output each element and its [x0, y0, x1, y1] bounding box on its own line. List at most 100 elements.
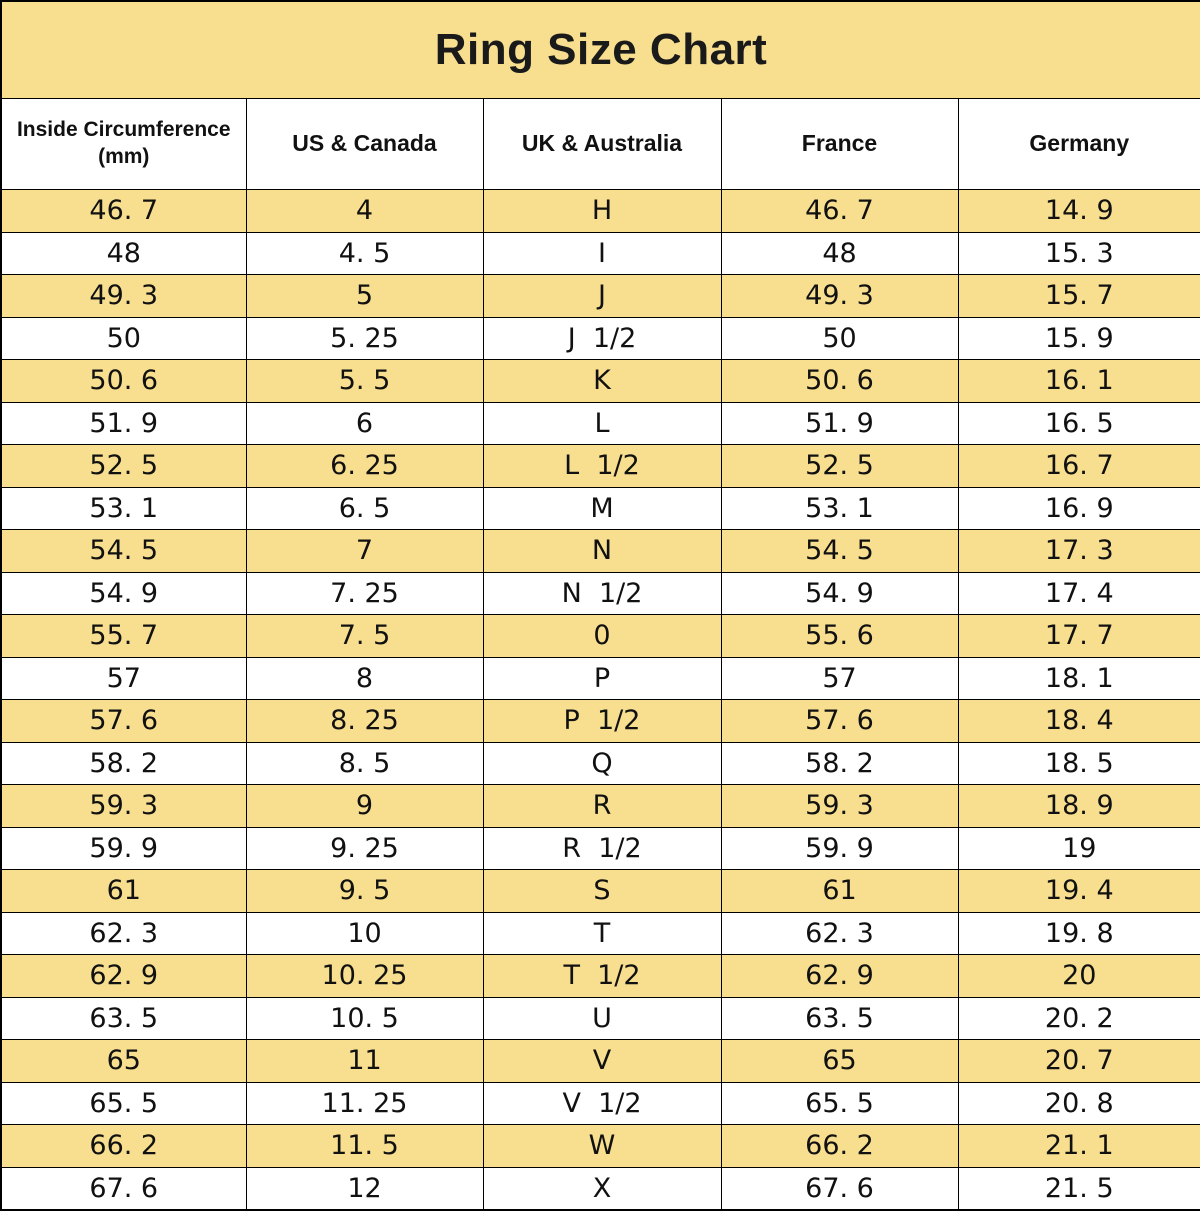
table-row: 67. 6 12 X 67. 6 21. 5 [0, 1166, 1200, 1211]
cell-r5-c2: L [482, 401, 722, 445]
cell-r17-c0: 62. 3 [0, 911, 247, 955]
table-row: 65. 5 11. 25 V 1/2 65. 5 20. 8 [0, 1081, 1200, 1125]
cell-r22-c0: 66. 2 [0, 1124, 247, 1168]
cell-r10-c3: 55. 6 [720, 614, 959, 658]
cell-r0-c4: 14. 9 [957, 189, 1200, 233]
cell-r23-c1: 12 [245, 1166, 484, 1211]
cell-r21-c2: V 1/2 [482, 1081, 722, 1125]
cell-r13-c1: 8. 5 [245, 741, 484, 785]
column-header-2: UK & Australia [482, 98, 722, 190]
cell-r13-c3: 58. 2 [720, 741, 959, 785]
table-row: 50 5. 25 J 1/2 50 15. 9 [0, 316, 1200, 360]
cell-r21-c1: 11. 25 [245, 1081, 484, 1125]
cell-r20-c4: 20. 7 [957, 1039, 1200, 1083]
cell-r11-c0: 57 [0, 656, 247, 700]
column-header-3: France [720, 98, 959, 190]
cell-r3-c3: 50 [720, 316, 959, 360]
cell-r22-c1: 11. 5 [245, 1124, 484, 1168]
cell-r7-c0: 53. 1 [0, 486, 247, 530]
cell-r3-c1: 5. 25 [245, 316, 484, 360]
column-header-1: US & Canada [245, 98, 484, 190]
cell-r11-c2: P [482, 656, 722, 700]
cell-r19-c0: 63. 5 [0, 996, 247, 1040]
cell-r8-c3: 54. 5 [720, 529, 959, 573]
table-row: 46. 7 4 H 46. 7 14. 9 [0, 189, 1200, 233]
cell-r3-c4: 15. 9 [957, 316, 1200, 360]
column-header-line1: Inside Circumference [16, 118, 231, 142]
cell-r11-c4: 18. 1 [957, 656, 1200, 700]
table-row: 61 9. 5 S 61 19. 4 [0, 869, 1200, 913]
cell-r14-c4: 18. 9 [957, 784, 1200, 828]
cell-r20-c0: 65 [0, 1039, 247, 1083]
table-row: 62. 3 10 T 62. 3 19. 8 [0, 911, 1200, 955]
cell-r22-c3: 66. 2 [720, 1124, 959, 1168]
cell-r10-c2: 0 [482, 614, 722, 658]
table-body: 46. 7 4 H 46. 7 14. 9 48 4. 5 I 48 15. 3 49. 3 5 J 49… [0, 189, 1200, 1211]
table-row: 54. 9 7. 25 N 1/2 54. 9 17. 4 [0, 571, 1200, 615]
cell-r2-c3: 49. 3 [720, 274, 959, 318]
cell-r0-c0: 46. 7 [0, 189, 247, 233]
cell-r23-c3: 67. 6 [720, 1166, 959, 1211]
title-row: Ring Size Chart [0, 0, 1200, 99]
cell-r7-c3: 53. 1 [720, 486, 959, 530]
cell-r6-c3: 52. 5 [720, 444, 959, 488]
cell-r5-c1: 6 [245, 401, 484, 445]
column-header-line1: Germany [1029, 130, 1130, 157]
table-row: 59. 3 9 R 59. 3 18. 9 [0, 784, 1200, 828]
cell-r4-c1: 5. 5 [245, 359, 484, 403]
cell-r14-c1: 9 [245, 784, 484, 828]
cell-r17-c1: 10 [245, 911, 484, 955]
cell-r18-c4: 20 [957, 954, 1200, 998]
cell-r12-c0: 57. 6 [0, 699, 247, 743]
column-header-row: Inside Circumference (mm) US & Canada UK & … [0, 98, 1200, 190]
cell-r15-c2: R 1/2 [482, 826, 722, 870]
cell-r9-c2: N 1/2 [482, 571, 722, 615]
column-header-line1: US & Canada [292, 130, 437, 157]
cell-r6-c4: 16. 7 [957, 444, 1200, 488]
cell-r9-c3: 54. 9 [720, 571, 959, 615]
table-row: 48 4. 5 I 48 15. 3 [0, 231, 1200, 275]
cell-r3-c0: 50 [0, 316, 247, 360]
cell-r7-c1: 6. 5 [245, 486, 484, 530]
cell-r4-c3: 50. 6 [720, 359, 959, 403]
cell-r0-c1: 4 [245, 189, 484, 233]
cell-r4-c4: 16. 1 [957, 359, 1200, 403]
cell-r1-c3: 48 [720, 231, 959, 275]
table-row: 58. 2 8. 5 Q 58. 2 18. 5 [0, 741, 1200, 785]
cell-r6-c0: 52. 5 [0, 444, 247, 488]
cell-r10-c0: 55. 7 [0, 614, 247, 658]
table-row: 57 8 P 57 18. 1 [0, 656, 1200, 700]
cell-r16-c1: 9. 5 [245, 869, 484, 913]
cell-r16-c2: S [482, 869, 722, 913]
cell-r8-c1: 7 [245, 529, 484, 573]
cell-r11-c1: 8 [245, 656, 484, 700]
cell-r4-c0: 50. 6 [0, 359, 247, 403]
cell-r16-c4: 19. 4 [957, 869, 1200, 913]
table-row: 57. 6 8. 25 P 1/2 57. 6 18. 4 [0, 699, 1200, 743]
cell-r15-c1: 9. 25 [245, 826, 484, 870]
cell-r23-c0: 67. 6 [0, 1166, 247, 1211]
cell-r16-c3: 61 [720, 869, 959, 913]
cell-r17-c3: 62. 3 [720, 911, 959, 955]
cell-r20-c3: 65 [720, 1039, 959, 1083]
column-header-line1: France [801, 130, 878, 157]
cell-r5-c0: 51. 9 [0, 401, 247, 445]
table-row: 66. 2 11. 5 W 66. 2 21. 1 [0, 1124, 1200, 1168]
cell-r2-c4: 15. 7 [957, 274, 1200, 318]
cell-r7-c4: 16. 9 [957, 486, 1200, 530]
table-row: 59. 9 9. 25 R 1/2 59. 9 19 [0, 826, 1200, 870]
cell-r18-c0: 62. 9 [0, 954, 247, 998]
cell-r12-c3: 57. 6 [720, 699, 959, 743]
cell-r2-c1: 5 [245, 274, 484, 318]
cell-r15-c4: 19 [957, 826, 1200, 870]
cell-r4-c2: K [482, 359, 722, 403]
table-head: Ring Size Chart Inside Circumference (mm)… [0, 0, 1200, 190]
cell-r15-c0: 59. 9 [0, 826, 247, 870]
cell-r20-c2: V [482, 1039, 722, 1083]
cell-r20-c1: 11 [245, 1039, 484, 1083]
cell-r9-c1: 7. 25 [245, 571, 484, 615]
cell-r3-c2: J 1/2 [482, 316, 722, 360]
cell-r1-c2: I [482, 231, 722, 275]
table-row: 50. 6 5. 5 K 50. 6 16. 1 [0, 359, 1200, 403]
